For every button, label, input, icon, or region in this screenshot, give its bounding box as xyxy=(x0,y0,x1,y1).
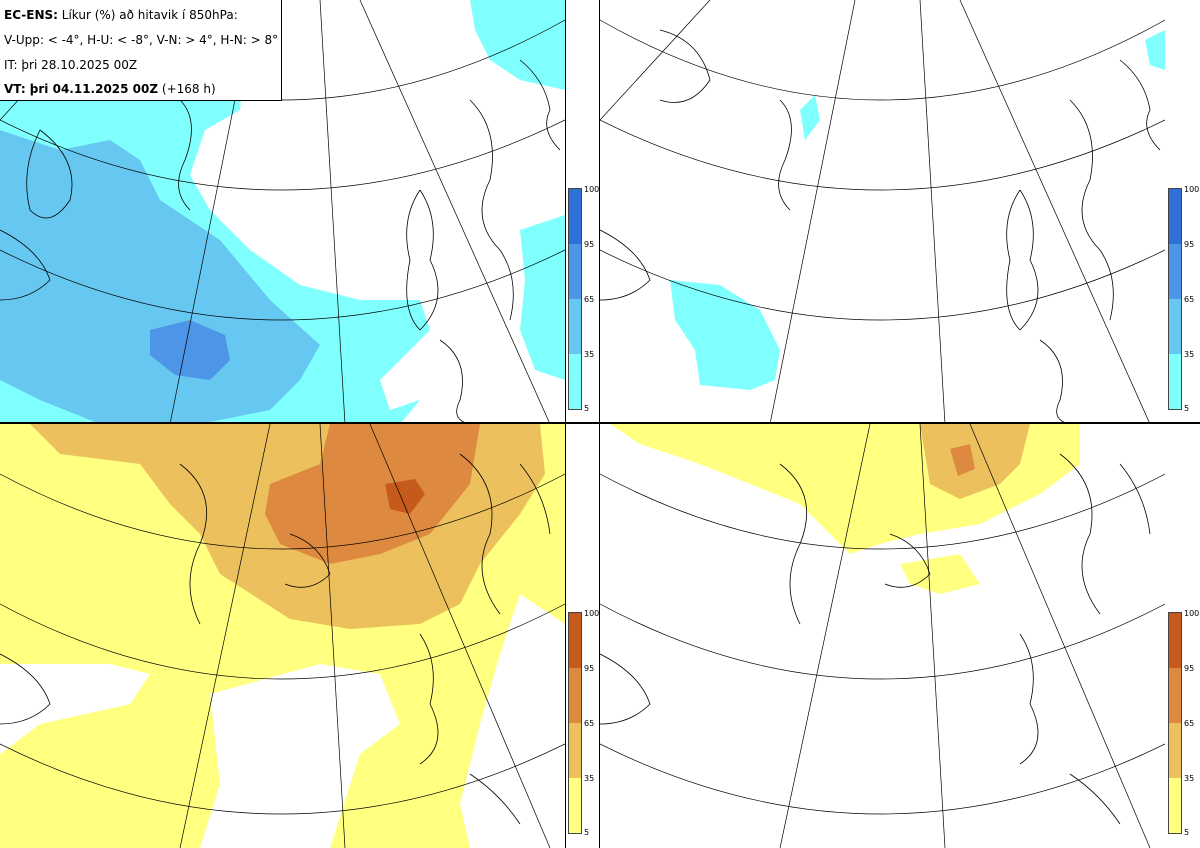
probability-fill-lower-left xyxy=(0,424,565,848)
probability-fill-upper-left xyxy=(0,0,565,424)
colorbar-label: 95 xyxy=(584,240,595,249)
title-text: Líkur (%) að hitavik í 850hPa: xyxy=(57,8,238,22)
colorbar-label: 35 xyxy=(1184,350,1195,359)
colorbar-label: 100 xyxy=(1184,185,1200,194)
probability-fill-lower-right xyxy=(610,424,1080,594)
probability-fill-upper-right xyxy=(670,30,1165,390)
colorbar-label: 65 xyxy=(584,719,595,728)
colorbar-label: 65 xyxy=(1184,295,1195,304)
colorbar-label: 5 xyxy=(584,828,590,837)
colorbar-segment xyxy=(1169,668,1181,723)
colorbar-cold-right: 100 95 65 35 5 xyxy=(1168,186,1199,413)
colorbar-segment xyxy=(569,299,581,354)
colorbar-segment xyxy=(569,354,581,409)
colorbar-segment xyxy=(569,613,581,668)
model-label: EC-ENS: xyxy=(4,8,58,22)
colorbar-warm-right: 100 95 65 35 5 xyxy=(1168,610,1199,837)
colorbar-segment xyxy=(1169,299,1181,354)
coastlines-upper-right xyxy=(600,29,1161,424)
panel-divider-horizontal xyxy=(0,422,1200,424)
colorbar-label: 35 xyxy=(1184,774,1195,783)
colorbar-label: 95 xyxy=(1184,664,1195,673)
colorbar-segment xyxy=(569,778,581,833)
coastlines-lower-right xyxy=(600,453,1151,825)
colorbar-label: 5 xyxy=(584,404,590,413)
map-panel-lower-right xyxy=(600,424,1165,848)
coastlines-upper-left xyxy=(0,59,561,424)
valid-time-text: VT: þri 04.11.2025 00Z xyxy=(4,82,159,96)
colorbar-label: 100 xyxy=(584,185,600,194)
colorbar-label: 5 xyxy=(1184,828,1190,837)
colorbar-segment xyxy=(1169,189,1181,244)
graticule-upper-right xyxy=(600,0,1165,424)
lead-time-text: (+168 h) xyxy=(158,82,216,96)
thresholds-text: V-Upp: < -4°, H-U: < -8°, V-N: > 4°, H-N… xyxy=(4,33,279,47)
colorbar-segment xyxy=(569,668,581,723)
colorbar-segment xyxy=(569,244,581,299)
map-panel-upper-right xyxy=(600,0,1165,424)
colorbar-label: 35 xyxy=(584,774,595,783)
colorbar-warm-left: 100 95 65 35 5 xyxy=(568,610,599,837)
colorbar-label: 100 xyxy=(584,609,600,618)
colorbar-segment xyxy=(1169,723,1181,778)
colorbar-label: 5 xyxy=(1184,404,1190,413)
colorbar-segment xyxy=(1169,354,1181,409)
colorbar-label: 100 xyxy=(1184,609,1200,618)
info-box: EC-ENS: Líkur (%) að hitavik í 850hPa: V… xyxy=(0,0,282,101)
colorbar-label: 95 xyxy=(584,664,595,673)
map-panel-lower-left xyxy=(0,424,565,848)
colorbar-label: 65 xyxy=(1184,719,1195,728)
colorbar-label: 95 xyxy=(1184,240,1195,249)
panel-divider-vertical-right xyxy=(599,0,600,848)
graticule-lower-left xyxy=(0,424,565,848)
colorbar-segment xyxy=(1169,613,1181,668)
colorbar-segment xyxy=(1169,244,1181,299)
colorbar-segment xyxy=(1169,778,1181,833)
coastlines-lower-left xyxy=(0,453,551,825)
colorbar-label: 35 xyxy=(584,350,595,359)
colorbar-segment xyxy=(569,189,581,244)
colorbar-segment xyxy=(569,723,581,778)
graticule-lower-right xyxy=(600,424,1165,848)
colorbar-label: 65 xyxy=(584,295,595,304)
map-panel-upper-left: EC-ENS: Líkur (%) að hitavik í 850hPa: V… xyxy=(0,0,565,424)
panel-divider-vertical-left xyxy=(565,0,566,848)
colorbar-cold-left: 100 95 65 35 5 xyxy=(568,186,599,413)
init-time-text: IT: þri 28.10.2025 00Z xyxy=(4,58,138,72)
